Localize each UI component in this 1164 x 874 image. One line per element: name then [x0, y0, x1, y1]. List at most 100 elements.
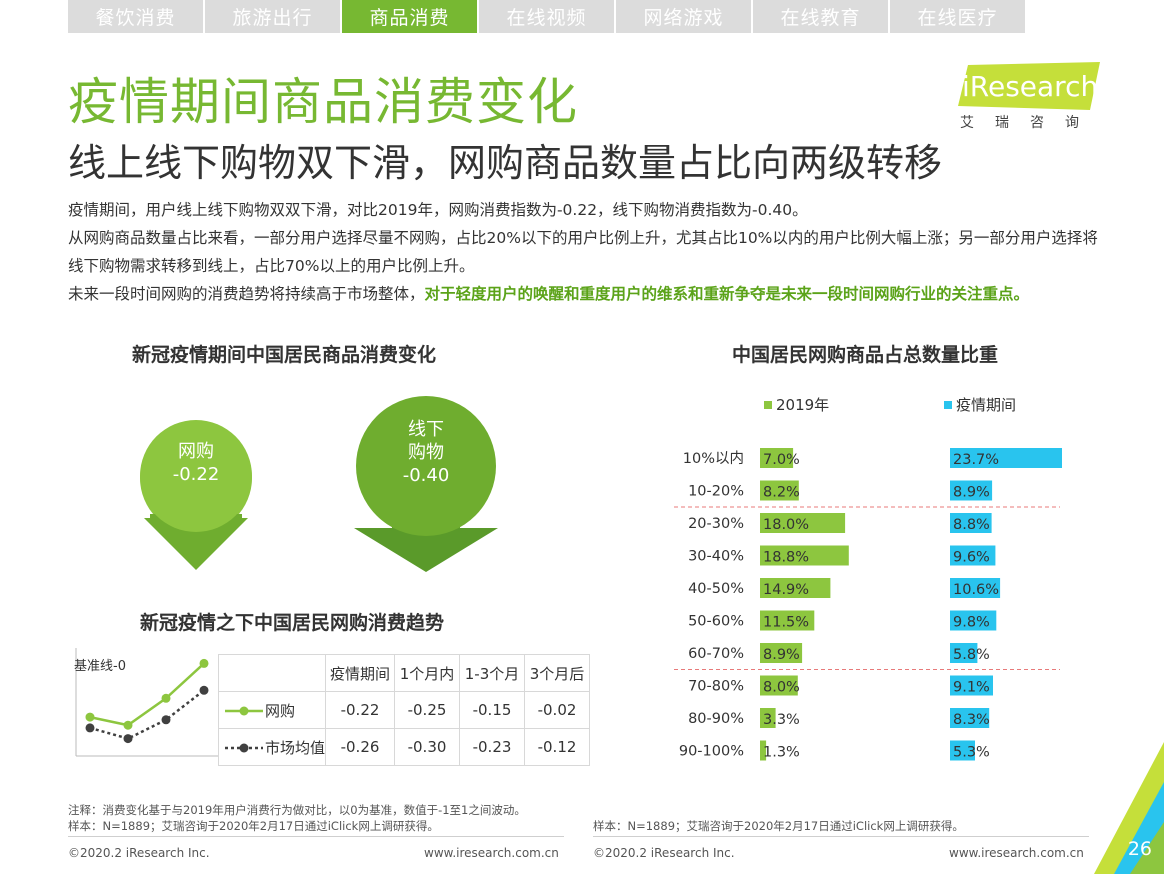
bar-value-label: 5.3%: [953, 745, 990, 761]
offline-drop-value: -0.40: [402, 465, 450, 486]
baseline-label: 基准线-0: [74, 659, 126, 674]
trend-row-name: 市场均值: [265, 738, 326, 757]
bar-epidemic: [950, 610, 997, 631]
trend-header-row: 疫情期间 1个月内 1-3个月 3个月后: [218, 654, 590, 692]
offline-drop-circle: [356, 396, 496, 536]
offline-drop-name-2: 购物: [408, 442, 444, 463]
bar-2019: [760, 708, 776, 728]
trend-line-chart: 基准线-0: [74, 648, 218, 757]
trend-point: [85, 723, 95, 733]
trend-header-cell: 1个月内: [394, 654, 460, 692]
summary-paragraph-2: 从网购商品数量占比来看，一部分用户选择尽量不网购，占比20%以下的用户比例上升，…: [68, 229, 1098, 275]
bar-2019: [760, 740, 767, 761]
logo-subtitle: 艾瑞咨询: [960, 115, 1100, 131]
trend-point: [85, 712, 95, 722]
category-label: 60-70%: [688, 646, 744, 662]
bar-value-label: 8.9%: [763, 647, 800, 663]
trend-cell: -0.15: [459, 691, 525, 729]
category-label: 10%以内: [683, 450, 744, 467]
page-number: 26: [1127, 838, 1152, 860]
tab-games[interactable]: 网络游戏: [616, 0, 751, 33]
top-tab-bar: 餐饮消费 旅游出行 商品消费 在线视频 网络游戏 在线教育 在线医疗: [68, 0, 1027, 33]
trend-point: [123, 734, 133, 744]
legend-swatch: [944, 401, 952, 409]
trend-legend-online: 网购: [218, 691, 326, 729]
bar-value-label: 23.7%: [953, 452, 999, 468]
trend-point: [161, 715, 171, 725]
bar-value-label: 10.6%: [953, 582, 999, 598]
page-subtitle: 线上线下购物双下滑，网购商品数量占比向两级转移: [68, 141, 943, 185]
summary-paragraph-1: 疫情期间，用户线上线下购物双双下滑，对比2019年，网购消费指数为-0.22，线…: [68, 201, 808, 219]
category-label: 40-50%: [688, 581, 744, 597]
bar-epidemic: [950, 578, 1001, 598]
consumption-drop-graphic: [140, 396, 498, 572]
footer-divider-left: [68, 836, 564, 837]
tab-goods[interactable]: 商品消费: [342, 0, 477, 33]
category-label: 30-40%: [688, 549, 744, 565]
bar-epidemic: [950, 708, 990, 728]
bar-epidemic: [950, 643, 978, 663]
tab-medical[interactable]: 在线医疗: [890, 0, 1025, 33]
bar-value-label: 8.2%: [763, 485, 800, 501]
trend-title: 新冠疫情之下中国居民网购消费趋势: [140, 612, 445, 634]
share-chart-title: 中国居民网购商品占总数量比重: [732, 344, 999, 366]
trend-point: [199, 658, 209, 668]
trend-header-cell: 3个月后: [524, 654, 590, 692]
trend-cell: -0.12: [524, 728, 590, 766]
online-legend-marker: [225, 706, 263, 716]
trend-row-name: 网购: [265, 701, 296, 720]
left-note-2: 样本：N=1889；艾瑞咨询于2020年2月17日通过iClick网上调研获得。: [68, 819, 439, 833]
summary-paragraph-3: 未来一段时间网购的消费趋势将持续高于市场整体，对于轻度用户的唤醒和重度用户的维系…: [68, 280, 1108, 308]
iresearch-logo: iResearch: [958, 62, 1100, 110]
category-label: 50-60%: [688, 614, 744, 630]
bar-value-label: 7.0%: [763, 452, 800, 468]
bar-value-label: 18.0%: [763, 517, 809, 533]
trend-point: [199, 685, 209, 695]
bar-epidemic: [950, 448, 1062, 468]
legend-label: 2019年: [776, 396, 829, 414]
trend-series-line-market: [89, 689, 205, 740]
bar-value-label: 9.6%: [953, 550, 990, 566]
summary-text: 疫情期间，用户线上线下购物双双下滑，对比2019年，网购消费指数为-0.22，线…: [68, 196, 1108, 308]
trend-cell: -0.25: [394, 691, 460, 729]
bar-2019: [760, 545, 849, 566]
category-label: 70-80%: [688, 679, 744, 695]
bar-epidemic: [950, 513, 992, 533]
category-label: 80-90%: [688, 711, 744, 727]
bar-value-label: 8.8%: [953, 517, 990, 533]
bar-2019: [760, 480, 799, 501]
legend-swatch: [764, 401, 772, 409]
online-drop-name: 网购: [178, 441, 214, 462]
tab-education[interactable]: 在线教育: [753, 0, 888, 33]
online-drop-value: -0.22: [172, 464, 220, 485]
tab-travel[interactable]: 旅游出行: [205, 0, 340, 33]
bar-2019: [760, 610, 815, 631]
summary-highlight: 对于轻度用户的唤醒和重度用户的维系和重新争夺是未来一段时间网购行业的关注重点。: [424, 285, 1030, 303]
trend-header-empty: [218, 654, 326, 692]
trend-point: [161, 693, 171, 703]
bar-2019: [760, 643, 803, 663]
bar-epidemic: [950, 545, 996, 566]
page-title: 疫情期间商品消费变化: [68, 73, 578, 131]
trend-cell: -0.26: [325, 728, 395, 766]
legend-label: 疫情期间: [956, 396, 1016, 414]
trend-cell: -0.23: [459, 728, 525, 766]
footer-divider-right: [593, 836, 1089, 837]
trend-series-line-online: [89, 662, 205, 727]
trend-row-market: 市场均值 -0.26 -0.30 -0.23 -0.12: [218, 728, 590, 766]
bar-value-label: 1.3%: [763, 745, 800, 761]
market-legend-marker: [225, 743, 263, 753]
online-drop-label: 网购 -0.22: [156, 440, 236, 486]
tab-dining[interactable]: 餐饮消费: [68, 0, 203, 33]
footer-copyright-right: ©2020.2 iResearch Inc.: [593, 846, 735, 860]
right-note: 样本：N=1889；艾瑞咨询于2020年2月17日通过iClick网上调研获得。: [593, 819, 964, 833]
bar-value-label: 8.3%: [953, 712, 990, 728]
footer-url-left: www.iresearch.com.cn: [424, 846, 559, 860]
tab-video[interactable]: 在线视频: [479, 0, 614, 33]
trend-table: 疫情期间 1个月内 1-3个月 3个月后 网购 -0.22 -0.25 -0.1…: [218, 654, 590, 766]
bar-value-label: 5.8%: [953, 647, 990, 663]
trend-legend-market: 市场均值: [218, 728, 326, 766]
bar-epidemic: [950, 740, 975, 761]
corner-decoration: [1094, 742, 1164, 874]
bar-value-label: 14.9%: [763, 582, 809, 598]
